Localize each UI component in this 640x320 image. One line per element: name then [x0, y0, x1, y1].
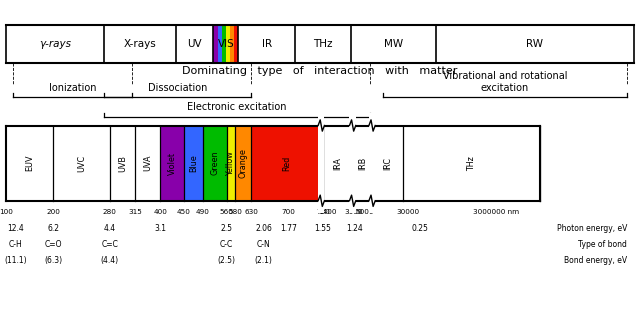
Text: 200: 200 [47, 209, 60, 215]
Text: 780: 780 [316, 209, 330, 215]
Text: 6.2: 6.2 [47, 224, 60, 233]
Text: EUV: EUV [26, 155, 35, 172]
Bar [54, 125, 110, 201]
Bar [369, 113, 375, 213]
Text: 1.77: 1.77 [280, 224, 297, 233]
Text: Ionization: Ionization [49, 83, 96, 92]
Text: VIS: VIS [218, 39, 234, 49]
Text: 0.25: 0.25 [412, 224, 429, 233]
Text: IRA: IRA [333, 157, 342, 170]
Text: IRB: IRB [358, 156, 367, 170]
Text: Electronic excitation: Electronic excitation [187, 102, 287, 112]
Text: (4.4): (4.4) [101, 256, 119, 265]
Bar [213, 25, 218, 63]
Text: (2.1): (2.1) [255, 256, 273, 265]
Text: 3.1: 3.1 [154, 224, 166, 233]
Text: THz: THz [467, 156, 476, 171]
Text: 3000000 nm: 3000000 nm [472, 209, 518, 215]
Text: 700: 700 [282, 209, 296, 215]
Bar [251, 125, 323, 201]
Text: Dissociation: Dissociation [148, 83, 207, 92]
Text: (2.5): (2.5) [218, 256, 236, 265]
Text: 580: 580 [228, 209, 243, 215]
Text: 5000: 5000 [356, 209, 374, 215]
Text: Red: Red [283, 156, 292, 171]
Bar [323, 125, 353, 201]
Bar [218, 25, 221, 63]
Text: Orange: Orange [239, 148, 248, 178]
Text: Photon energy, eV: Photon energy, eV [557, 224, 627, 233]
Bar [353, 125, 372, 201]
Bar [6, 125, 54, 201]
Bar [227, 125, 236, 201]
Bar [226, 25, 230, 63]
Text: UVA: UVA [143, 155, 152, 172]
Text: 100: 100 [0, 209, 13, 215]
Text: 1.24: 1.24 [346, 224, 363, 233]
Text: Yellow: Yellow [227, 151, 236, 175]
Text: 1400: 1400 [318, 209, 337, 215]
Text: Type of bond: Type of bond [579, 240, 627, 249]
Text: C-H: C-H [9, 240, 22, 249]
Text: UV: UV [188, 39, 202, 49]
Text: 2.5: 2.5 [221, 224, 232, 233]
Bar [135, 125, 160, 201]
Text: 4.4: 4.4 [104, 224, 116, 233]
Text: IR: IR [262, 39, 272, 49]
Text: C-N: C-N [257, 240, 271, 249]
Text: Green: Green [210, 151, 219, 175]
Text: Bond energy, eV: Bond energy, eV [564, 256, 627, 265]
Text: (6.3): (6.3) [44, 256, 63, 265]
Text: γ-rays: γ-rays [39, 39, 71, 49]
Text: THz: THz [314, 39, 333, 49]
Bar [403, 125, 540, 201]
Bar [160, 125, 184, 201]
Bar [349, 113, 356, 213]
Text: 12.4: 12.4 [8, 224, 24, 233]
Bar [236, 125, 251, 201]
Text: UVB: UVB [118, 155, 127, 172]
Text: 3000: 3000 [344, 209, 363, 215]
Text: IRC: IRC [383, 156, 392, 170]
Text: (11.1): (11.1) [4, 256, 27, 265]
Text: 630: 630 [244, 209, 258, 215]
Bar [318, 113, 324, 213]
Text: Vibrational and rotational
excitation: Vibrational and rotational excitation [443, 71, 567, 92]
Bar [234, 25, 239, 63]
Text: 280: 280 [103, 209, 117, 215]
Text: 2.06: 2.06 [255, 224, 272, 233]
Bar [203, 125, 227, 201]
Text: MW: MW [384, 39, 403, 49]
Text: C=C: C=C [102, 240, 118, 249]
Text: 315: 315 [128, 209, 142, 215]
Bar [221, 25, 226, 63]
Text: C-C: C-C [220, 240, 233, 249]
Bar [372, 125, 403, 201]
Text: 490: 490 [196, 209, 210, 215]
Bar [230, 25, 234, 63]
Bar [184, 125, 203, 201]
Text: C=O: C=O [45, 240, 62, 249]
Text: Dominating   type   of   interaction   with   matter: Dominating type of interaction with matt… [182, 66, 458, 76]
Text: 450: 450 [177, 209, 191, 215]
Text: 560: 560 [220, 209, 234, 215]
Text: Blue: Blue [189, 154, 198, 172]
Text: RW: RW [526, 39, 543, 49]
Bar [110, 125, 135, 201]
Text: 30000: 30000 [396, 209, 419, 215]
Text: 1.55: 1.55 [315, 224, 332, 233]
Text: X-rays: X-rays [124, 39, 156, 49]
Text: Violet: Violet [168, 152, 177, 175]
Text: UVC: UVC [77, 155, 86, 172]
Text: 400: 400 [153, 209, 167, 215]
